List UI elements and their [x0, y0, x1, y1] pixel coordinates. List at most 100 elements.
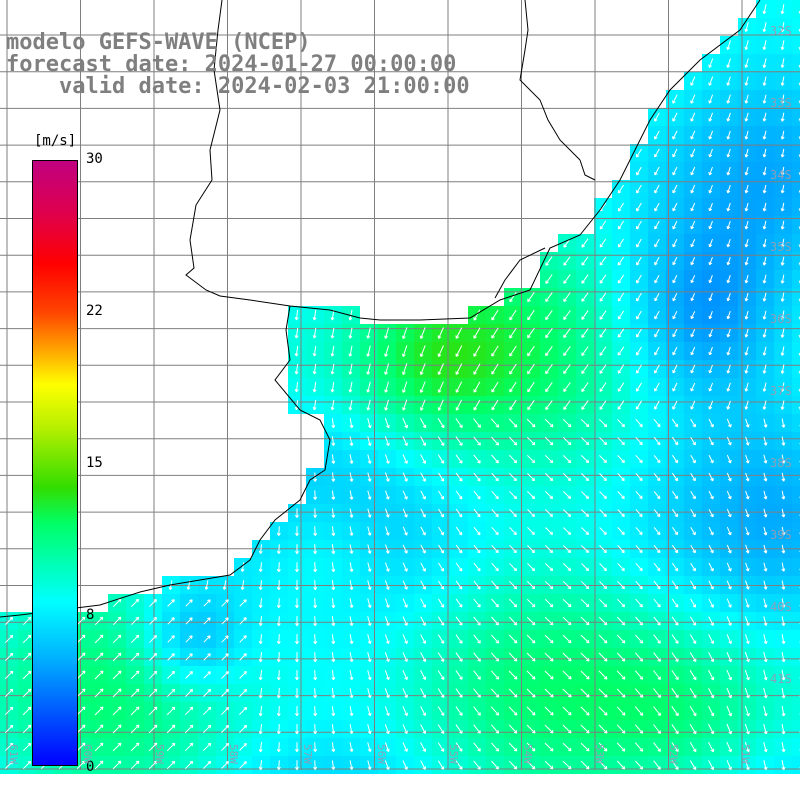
wind-speed-cell	[792, 126, 800, 144]
wind-arrow	[491, 309, 499, 321]
wind-arrow	[726, 705, 732, 717]
wind-arrow	[708, 760, 715, 771]
wind-arrow	[437, 652, 445, 662]
wind-arrow	[437, 327, 444, 339]
wind-arrow	[726, 148, 731, 158]
wind-arrow	[222, 580, 227, 590]
wind-arrow	[690, 220, 696, 230]
wind-arrow	[780, 310, 785, 320]
wind-arrow	[437, 399, 444, 411]
wind-arrow	[744, 76, 749, 86]
wind-arrow	[581, 364, 589, 374]
wind-arrow	[509, 327, 517, 339]
wind-arrow	[509, 454, 518, 464]
wind-arrow	[780, 400, 785, 410]
wind-speed-cell	[792, 324, 800, 342]
wind-arrow	[781, 454, 786, 464]
wind-arrow	[258, 562, 263, 572]
wind-arrow	[671, 706, 679, 717]
wind-arrow	[294, 598, 299, 609]
wind-arrow	[544, 436, 554, 446]
wind-arrow	[545, 527, 554, 535]
wind-arrow	[636, 148, 642, 158]
wind-arrow	[509, 309, 517, 321]
wind-arrow	[598, 418, 608, 428]
wind-arrow	[313, 760, 318, 770]
wind-arrow	[508, 742, 518, 752]
wind-arrow	[671, 616, 679, 626]
wind-arrow	[763, 580, 768, 590]
wind-arrow	[636, 310, 642, 320]
wind-arrow	[385, 490, 390, 500]
wind-arrow	[130, 652, 140, 662]
wind-arrow	[349, 508, 354, 518]
wind-arrow	[672, 238, 678, 248]
wind-arrow	[634, 688, 644, 698]
wind-arrow	[76, 688, 86, 698]
wind-arrow	[763, 454, 768, 464]
wind-arrow	[763, 616, 768, 626]
wind-arrow	[617, 220, 625, 230]
wind-arrow	[112, 742, 122, 752]
wind-arrow	[185, 617, 193, 625]
wind-arrow	[726, 418, 732, 428]
wind-arrow	[671, 436, 679, 446]
wind-arrow	[294, 382, 299, 393]
wind-arrow	[671, 724, 679, 735]
wind-arrow	[763, 705, 768, 717]
wind-arrow	[653, 509, 661, 518]
wind-arrow	[672, 292, 678, 302]
wind-arrow	[348, 327, 353, 339]
wind-arrow	[762, 166, 767, 176]
wind-arrow	[654, 274, 660, 284]
wind-arrow	[744, 148, 749, 158]
wind-arrow	[762, 274, 767, 284]
wind-arrow	[294, 652, 299, 663]
wind-arrow	[367, 742, 372, 752]
wind-arrow	[581, 256, 589, 266]
wind-arrow	[599, 491, 607, 499]
wind-arrow	[635, 598, 643, 608]
wind-arrow	[545, 364, 553, 375]
wind-arrow	[294, 760, 299, 770]
wind-arrow	[491, 724, 500, 734]
wind-arrow	[473, 309, 481, 321]
wind-arrow	[112, 760, 122, 770]
wind-arrow	[635, 491, 643, 500]
wind-arrow	[367, 706, 372, 717]
wind-arrow	[349, 670, 354, 681]
wind-arrow	[455, 327, 463, 339]
wind-arrow	[690, 275, 696, 284]
wind-arrow	[330, 381, 335, 393]
wind-arrow	[671, 418, 679, 428]
wind-arrow	[491, 490, 499, 500]
wind-arrow	[420, 670, 427, 681]
wind-arrow	[617, 346, 625, 356]
wind-arrow	[455, 363, 463, 375]
wind-arrow	[726, 687, 732, 699]
wind-arrow	[258, 652, 263, 663]
wind-arrow	[330, 400, 335, 411]
wind-arrow	[635, 454, 643, 464]
wind-arrow	[726, 598, 732, 608]
wind-arrow	[76, 652, 86, 662]
wind-arrow	[616, 724, 626, 734]
wind-arrow	[130, 688, 140, 698]
wind-arrow	[455, 598, 463, 608]
wind-arrow	[526, 688, 536, 698]
wind-arrow	[598, 706, 608, 716]
wind-arrow	[617, 545, 625, 554]
wind-arrow	[544, 742, 554, 752]
lat-label-35s: 35S	[770, 240, 792, 254]
wind-arrow	[744, 310, 749, 320]
wind-arrow	[331, 418, 336, 429]
wind-arrow	[330, 309, 335, 321]
wind-arrow	[420, 490, 426, 500]
wind-arrow	[402, 472, 408, 482]
wind-arrow	[726, 508, 732, 518]
wind-arrow	[130, 706, 140, 716]
wind-arrow	[672, 220, 678, 230]
wind-arrow	[366, 381, 371, 393]
coastline	[0, 0, 761, 618]
wind-arrow	[367, 616, 372, 627]
